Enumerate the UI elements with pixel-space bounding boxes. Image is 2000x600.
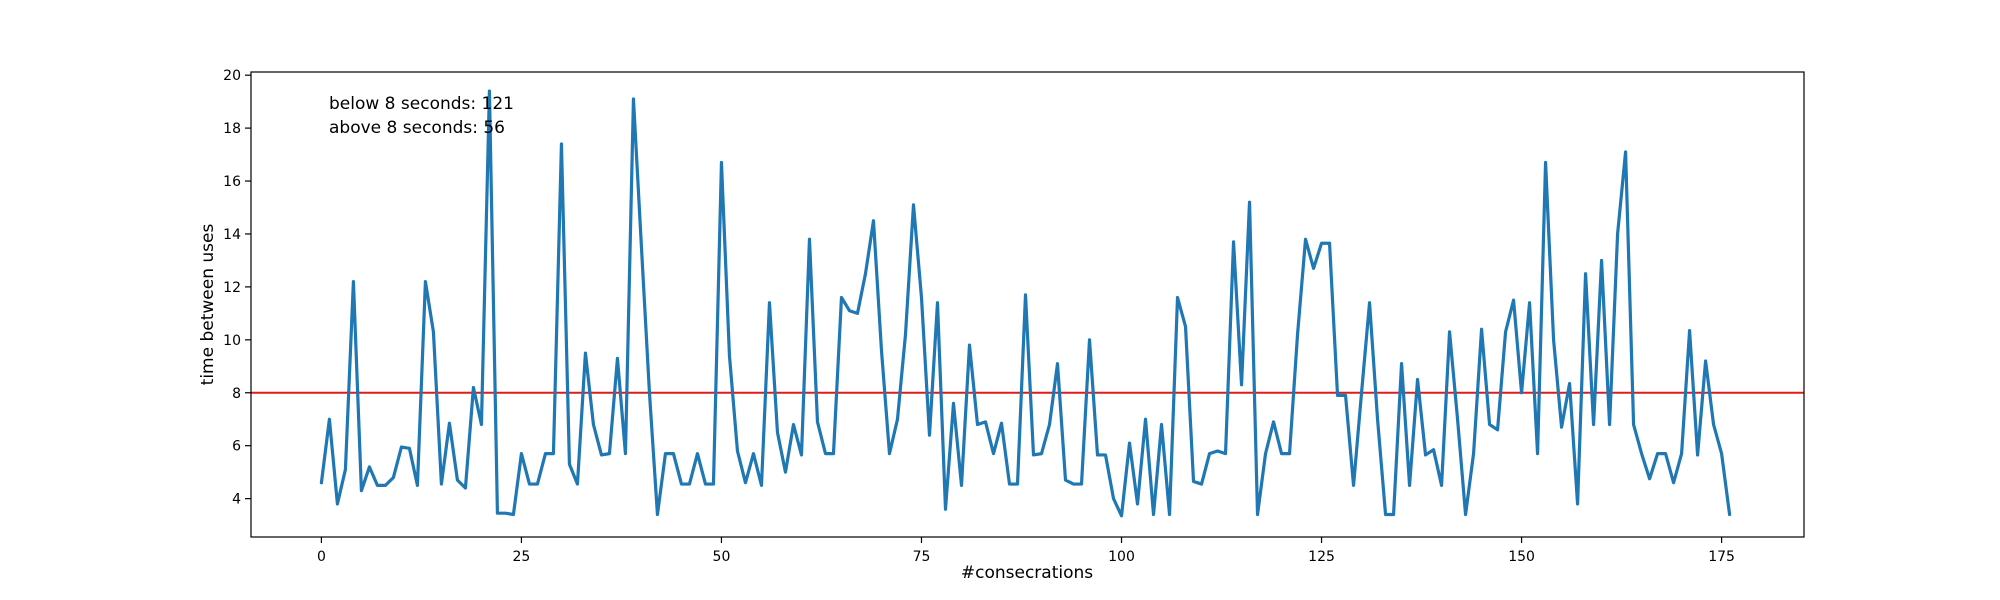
annotation-above-count: above 8 seconds: 56 xyxy=(329,118,505,138)
x-tick-label: 175 xyxy=(1708,549,1735,565)
x-tick-label: 25 xyxy=(513,549,531,565)
y-tick-label: 12 xyxy=(223,280,241,296)
y-tick-label: 6 xyxy=(232,439,241,455)
plot-area xyxy=(251,89,1804,518)
y-tick-label: 10 xyxy=(223,333,241,349)
y-tick-label: 4 xyxy=(232,492,241,508)
y-tick-label: 18 xyxy=(223,121,241,137)
x-tick-label: 150 xyxy=(1508,549,1535,565)
y-tick-label: 20 xyxy=(223,68,241,84)
annotation-below-count: below 8 seconds: 121 xyxy=(329,94,514,114)
y-tick-label: 14 xyxy=(223,227,241,243)
x-axis-label: #consecrations xyxy=(961,563,1093,583)
series-line-0 xyxy=(319,89,1732,518)
x-tick-label: 0 xyxy=(317,549,326,565)
y-axis-label: time between uses xyxy=(198,224,218,386)
y-tick-label: 16 xyxy=(223,174,241,190)
x-tick-label: 100 xyxy=(1108,549,1135,565)
x-tick-label: 75 xyxy=(913,549,931,565)
axis-ticks: 0 25 50 75 100 125 150 175 4 6 8 10 12 14 16 18 20 xyxy=(223,68,1735,565)
plot-frame xyxy=(250,71,1805,538)
x-tick-label: 50 xyxy=(713,549,731,565)
x-tick-label: 125 xyxy=(1308,549,1335,565)
y-tick-label: 8 xyxy=(232,386,241,402)
